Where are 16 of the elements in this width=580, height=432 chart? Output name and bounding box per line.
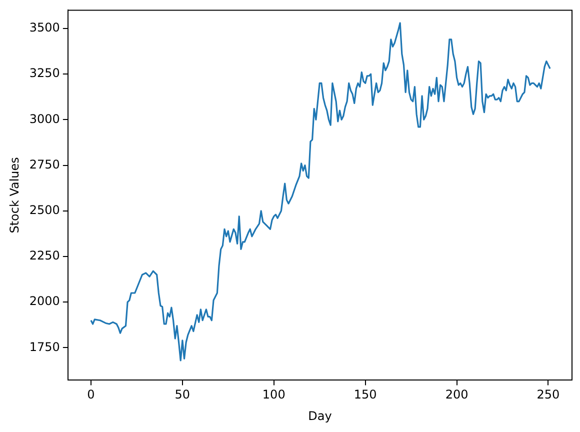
y-tick-label: 3250 xyxy=(29,66,60,80)
x-tick-label: 150 xyxy=(354,388,377,402)
y-tick-label: 1750 xyxy=(29,340,60,354)
y-tick-label: 2750 xyxy=(29,157,60,172)
y-tick-label: 3000 xyxy=(29,112,60,126)
y-tick-label: 3500 xyxy=(29,20,60,35)
y-axis-title: Stock Values xyxy=(7,157,22,234)
x-tick-label: 100 xyxy=(262,388,286,402)
x-tick-label: 0 xyxy=(87,388,95,402)
x-tick-label: 50 xyxy=(174,388,190,402)
y-tick-label: 2500 xyxy=(29,203,60,218)
x-axis-title: Day xyxy=(308,408,332,423)
x-tick-label: 200 xyxy=(445,388,468,402)
y-tick-label: 2000 xyxy=(29,294,60,308)
x-tick-label: 250 xyxy=(536,388,560,402)
y-tick-label: 2250 xyxy=(29,248,60,263)
